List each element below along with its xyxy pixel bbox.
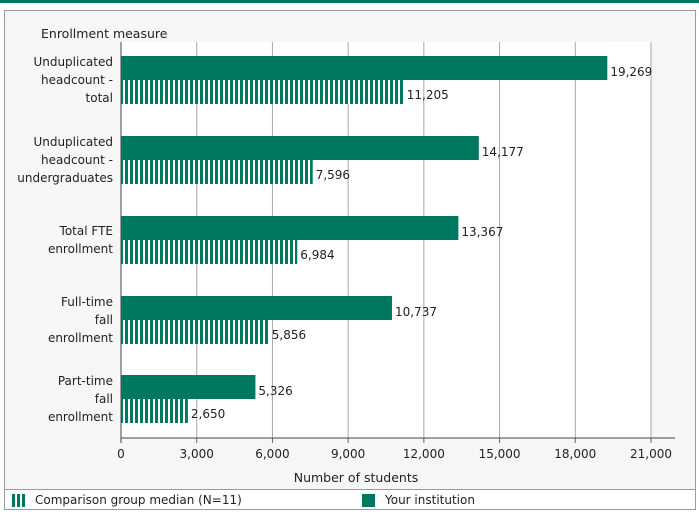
bar-your-institution bbox=[121, 296, 392, 320]
x-tick-label: 6,000 bbox=[255, 447, 289, 461]
category-label: enrollment bbox=[48, 410, 113, 424]
x-tick-label: 12,000 bbox=[403, 447, 445, 461]
legend-item-comparison: Comparison group median (N=11) bbox=[12, 492, 242, 508]
category-label: headcount - bbox=[41, 73, 113, 87]
category-label: fall bbox=[95, 392, 113, 406]
legend-swatch-striped bbox=[12, 494, 25, 507]
category-label: enrollment bbox=[48, 331, 113, 345]
data-label-your-institution: 5,326 bbox=[258, 384, 292, 398]
legend-label-comparison: Comparison group median (N=11) bbox=[35, 493, 242, 507]
x-tick-label: 3,000 bbox=[180, 447, 214, 461]
category-label: Full-time bbox=[61, 295, 113, 309]
category-label: undergraduates bbox=[17, 171, 113, 185]
data-label-comparison-median: 6,984 bbox=[300, 248, 334, 262]
x-tick-label: 18,000 bbox=[554, 447, 596, 461]
category-label: Total FTE bbox=[59, 224, 113, 238]
data-label-comparison-median: 7,596 bbox=[316, 168, 350, 182]
data-label-comparison-median: 5,856 bbox=[272, 328, 306, 342]
data-label-your-institution: 14,177 bbox=[482, 145, 524, 159]
bar-comparison-median bbox=[121, 320, 269, 344]
bar-your-institution bbox=[121, 56, 607, 80]
data-label-comparison-median: 11,205 bbox=[407, 88, 449, 102]
bar-your-institution bbox=[121, 216, 458, 240]
data-label-comparison-median: 2,650 bbox=[191, 407, 225, 421]
category-label: fall bbox=[95, 313, 113, 327]
x-tick-label: 21,000 bbox=[630, 447, 672, 461]
category-label: Unduplicated bbox=[33, 135, 113, 149]
bar-comparison-median bbox=[121, 160, 313, 184]
category-label: total bbox=[86, 91, 113, 105]
bar-comparison-median bbox=[121, 240, 297, 264]
category-labels: Unduplicated headcount - total Unduplicated… bbox=[17, 55, 113, 424]
bar-your-institution bbox=[121, 136, 479, 160]
bar-your-institution bbox=[121, 375, 255, 399]
x-tick-label: 15,000 bbox=[479, 447, 521, 461]
bar-chart: Enrollment measure Number of students 19… bbox=[0, 0, 699, 490]
category-label: Part-time bbox=[58, 374, 113, 388]
data-label-your-institution: 13,367 bbox=[461, 225, 503, 239]
x-tick-label: 0 bbox=[117, 447, 125, 461]
category-label: Unduplicated bbox=[33, 55, 113, 69]
legend-item-institution: Your institution bbox=[362, 492, 475, 508]
category-label: headcount - bbox=[41, 153, 113, 167]
legend-label-institution: Your institution bbox=[385, 493, 475, 507]
bar-comparison-median bbox=[121, 399, 188, 423]
legend: Comparison group median (N=11) Your inst… bbox=[4, 490, 696, 510]
data-label-your-institution: 19,269 bbox=[610, 65, 652, 79]
category-label: enrollment bbox=[48, 242, 113, 256]
legend-swatch-solid bbox=[362, 494, 375, 507]
data-label-your-institution: 10,737 bbox=[395, 305, 437, 319]
x-tick-labels: 0 3,000 6,000 9,000 12,000 15,000 18,000 21,000 bbox=[117, 447, 672, 461]
x-axis-title: Number of students bbox=[294, 470, 419, 485]
x-tick-label: 9,000 bbox=[331, 447, 365, 461]
y-axis-title: Enrollment measure bbox=[41, 26, 168, 41]
bar-comparison-median bbox=[121, 80, 404, 104]
